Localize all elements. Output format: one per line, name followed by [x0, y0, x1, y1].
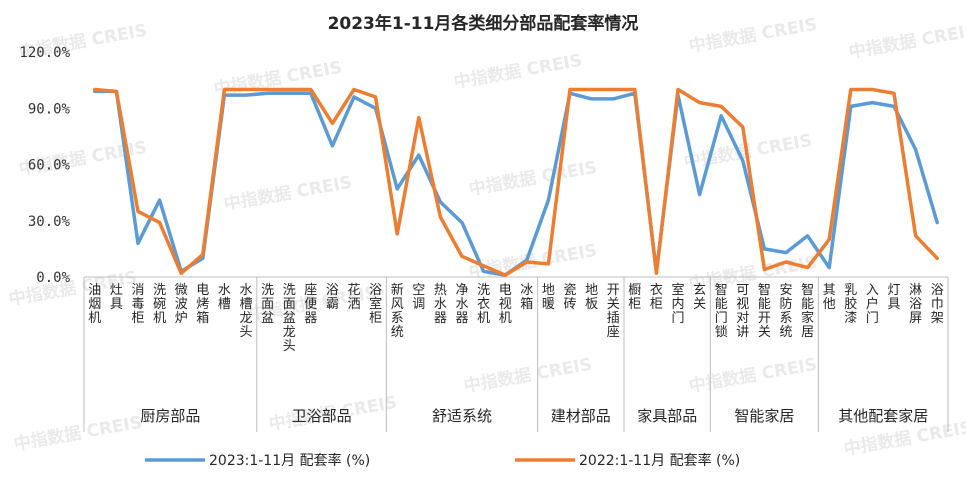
- watermark-text: 中指数据 CREIS: [847, 20, 966, 63]
- y-tick-label: 60.0%: [28, 158, 71, 174]
- x-tick-label: 灯具: [887, 283, 900, 312]
- x-tick-label: 新风系统: [391, 282, 404, 340]
- y-tick-label: 90.0%: [28, 101, 71, 117]
- x-tick-label: 开关插座: [607, 283, 620, 340]
- x-tick-label: 智能开关: [758, 283, 771, 340]
- x-tick-label: 地暖: [542, 283, 555, 312]
- y-tick-label: 0.0%: [36, 270, 70, 286]
- x-tick-label: 地板: [585, 283, 598, 312]
- watermark-text: 中指数据 CREIS: [687, 14, 818, 57]
- legend-label: 2023:1-11月 配套率 (%): [209, 452, 370, 469]
- x-tick-label: 灶具: [110, 283, 123, 312]
- x-tick-label: 热水器: [434, 283, 447, 326]
- watermark-text: 中指数据 CREIS: [222, 172, 353, 215]
- y-tick-label: 120.0%: [19, 45, 70, 61]
- watermark-text: 中指数据 CREIS: [12, 412, 143, 455]
- x-tick-label: 智能门锁: [715, 283, 728, 340]
- x-tick-label: 油烟机: [88, 283, 101, 326]
- x-tick-label: 空调: [412, 283, 425, 312]
- x-tick-label: 浴巾架: [931, 283, 944, 326]
- series-line-2: [93, 87, 939, 277]
- x-tick-label: 洗碗机: [153, 283, 166, 326]
- x-tick-label: 净水器: [455, 283, 468, 326]
- group-label: 其他配套家居: [838, 407, 928, 425]
- x-tick-label: 座便器: [304, 283, 317, 326]
- x-tick-label: 可视对讲: [736, 283, 749, 340]
- legend: 2023:1-11月 配套率 (%) 2022:1-11月 配套率 (%): [145, 452, 740, 469]
- x-tick-label: 水槽龙头: [239, 283, 252, 340]
- watermark-layer: 中指数据 CREIS 中指数据 CREIS 中指数据 CREIS 中指数据 CREIS…: [7, 14, 966, 460]
- x-tick-label: 智能家居: [801, 283, 814, 340]
- x-tick-label: 瓷砖: [563, 283, 576, 312]
- group-label: 建材部品: [551, 407, 611, 425]
- x-tick-label: 洗衣机: [477, 283, 490, 326]
- group-label: 智能家居: [734, 407, 794, 425]
- x-tick-label: 水槽: [218, 283, 231, 312]
- x-tick-label: 消毒柜: [131, 283, 144, 326]
- watermark-text: 中指数据 CREIS: [467, 157, 598, 200]
- x-tick-label: 花洒: [347, 282, 360, 312]
- x-tick-label: 洗面盆龙头: [283, 283, 296, 354]
- x-tick-label: 安防系统: [779, 283, 792, 340]
- x-tick-label: 微波炉: [175, 283, 188, 326]
- group-label: 家具部品: [637, 407, 697, 425]
- group-label: 舒适系统: [432, 407, 492, 425]
- x-tick-label: 洗面盆: [261, 283, 274, 326]
- x-tick-label: 衣柜: [650, 282, 663, 312]
- watermark-text: 中指数据 CREIS: [452, 50, 583, 93]
- watermark-text: 中指数据 CREIS: [462, 354, 593, 397]
- x-tick-label: 橱柜: [628, 283, 641, 312]
- watermark-text: 中指数据 CREIS: [687, 252, 818, 295]
- y-axis: 0.0% 30.0% 60.0% 90.0% 120.0%: [19, 45, 70, 286]
- watermark-text: 中指数据 CREIS: [687, 354, 818, 397]
- x-tick-label: 电烤箱: [196, 283, 209, 326]
- x-tick-label: 入户门: [866, 283, 879, 326]
- x-tick-label: 乳胶漆: [844, 283, 857, 326]
- y-tick-label: 30.0%: [28, 214, 71, 230]
- x-tick-label: 电视机: [499, 283, 512, 326]
- x-tick-label: 冰箱: [520, 283, 533, 312]
- group-label: 厨房部品: [140, 407, 200, 425]
- legend-label: 2022:1-11月 配套率 (%): [579, 452, 740, 469]
- series-layer: [93, 87, 939, 277]
- x-tick-label: 浴霸: [326, 283, 339, 312]
- x-axis: 厨房部品 卫浴部品 舒适系统 建材部品 家具部品 智能家居 其他配套家居油烟机灶具消毒柜洗碗…: [83, 276, 949, 432]
- x-tick-label: 淋浴屏: [909, 283, 922, 326]
- chart-title: 2023年1-11月各类细分部品配套率情况: [328, 13, 639, 34]
- x-tick-label: 室内门: [671, 282, 684, 326]
- x-tick-label: 其他: [823, 283, 836, 312]
- x-tick-label: 玄关: [693, 283, 706, 312]
- group-label: 卫浴部品: [292, 407, 352, 425]
- x-tick-label: 浴室柜: [369, 283, 382, 326]
